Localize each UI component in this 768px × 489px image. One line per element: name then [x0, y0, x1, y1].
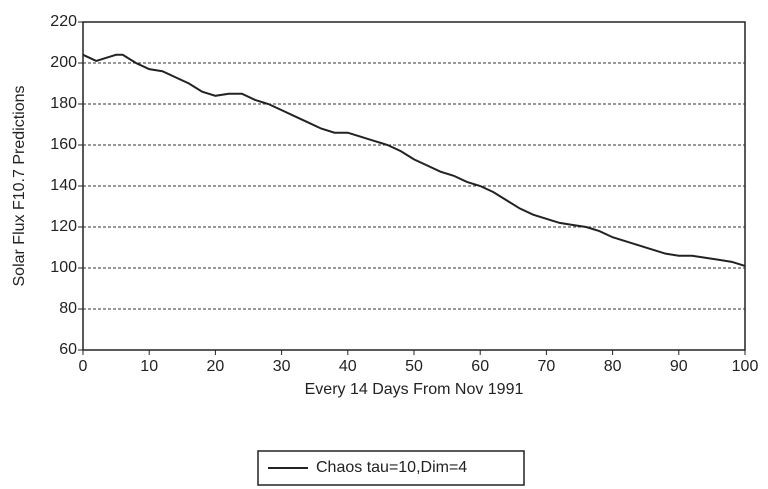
x-tick-label: 100 [732, 358, 759, 375]
x-tick-label: 60 [471, 358, 489, 375]
x-tick-label: 90 [670, 358, 688, 375]
y-tick-label: 120 [50, 218, 77, 235]
x-tick-label: 10 [140, 358, 158, 375]
x-tick-label: 50 [405, 358, 423, 375]
y-tick-label: 220 [50, 13, 77, 30]
x-tick-label: 70 [538, 358, 556, 375]
y-tick-label: 140 [50, 177, 77, 194]
x-tick-label: 80 [604, 358, 622, 375]
x-tick-label: 0 [79, 358, 88, 375]
x-tick-label: 40 [339, 358, 357, 375]
y-axis-label: Solar Flux F10.7 Predictions [11, 86, 28, 287]
y-tick-label: 60 [59, 341, 77, 358]
y-tick-label: 180 [50, 95, 77, 112]
y-tick-label: 200 [50, 54, 77, 71]
legend-label: Chaos tau=10,Dim=4 [316, 459, 467, 476]
x-axis-label: Every 14 Days From Nov 1991 [305, 381, 524, 398]
x-tick-label: 20 [207, 358, 225, 375]
data-line [82, 53, 746, 267]
x-tick-label: 30 [273, 358, 291, 375]
y-tick-label: 100 [50, 259, 77, 276]
y-tick-label: 80 [59, 300, 77, 317]
y-tick-label: 160 [50, 136, 77, 153]
